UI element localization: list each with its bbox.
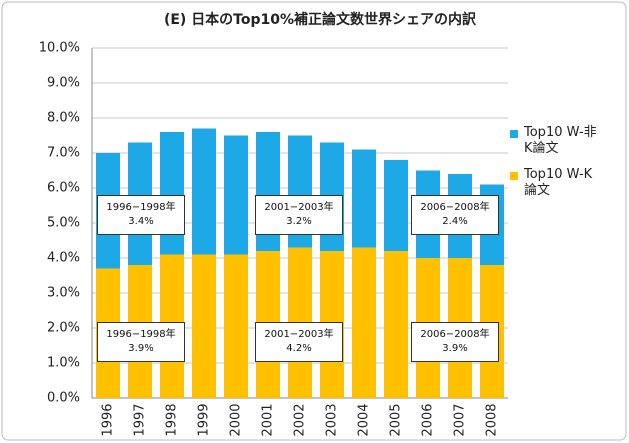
bar-segment — [224, 135, 248, 255]
annotation-period: 1996−1998年 — [106, 329, 176, 340]
legend-item: Top10 W-K論文 — [510, 167, 620, 199]
annotation-period: 1996−1998年 — [106, 202, 176, 213]
annotation-period: 2001−2003年 — [264, 329, 334, 340]
legend-label: Top10 W-K論文 — [524, 167, 593, 198]
annotation-box: 2001−2003年 4.2% — [255, 322, 343, 362]
bar-segment — [160, 132, 184, 255]
x-tick-label: 2007 — [453, 403, 468, 436]
annotation-share: 3.2% — [286, 216, 312, 227]
x-tick-label: 2006 — [421, 403, 436, 436]
x-tick-label: 1997 — [133, 403, 148, 436]
bar-segment — [192, 254, 216, 398]
x-tick-label: 1998 — [165, 403, 180, 436]
y-tick-label: 2.0% — [47, 321, 80, 336]
annotation-period: 2006−2008年 — [420, 329, 490, 340]
bar-segment — [384, 160, 408, 251]
x-tick-label: 2000 — [229, 403, 244, 436]
bar-segment — [192, 128, 216, 255]
legend-swatch — [510, 130, 518, 138]
legend-label: Top10 W-非K論文 — [524, 125, 597, 156]
x-tick-label: 2002 — [293, 403, 308, 436]
y-tick-label: 8.0% — [47, 111, 80, 126]
bar-segment — [224, 254, 248, 398]
legend-swatch — [510, 172, 518, 180]
x-tick-label: 1999 — [197, 403, 212, 436]
bar-segment — [352, 247, 376, 398]
annotation-share: 3.9% — [128, 343, 154, 354]
chart-title: (E) 日本のTop10%補正論文数世界シェアの内訳 — [164, 11, 477, 28]
y-tick-label: 0.0% — [47, 391, 80, 406]
y-tick-label: 3.0% — [47, 286, 80, 301]
y-tick-label: 7.0% — [47, 146, 80, 161]
y-tick-label: 4.0% — [47, 251, 80, 266]
y-tick-label: 1.0% — [47, 356, 80, 371]
annotation-share: 3.9% — [442, 343, 468, 354]
annotation-period: 2001−2003年 — [264, 202, 334, 213]
x-tick-label: 2004 — [357, 403, 372, 436]
bar-segment — [384, 251, 408, 398]
x-tick-label: 2001 — [261, 403, 276, 436]
annotation-box: 2006−2008年 3.9% — [411, 322, 499, 362]
annotation-box: 2006−2008年 2.4% — [411, 195, 499, 235]
y-tick-label: 5.0% — [47, 216, 80, 231]
bar-segment — [352, 149, 376, 248]
annotation-box: 2001−2003年 3.2% — [255, 195, 343, 235]
x-tick-label: 2005 — [389, 403, 404, 436]
annotation-period: 2006−2008年 — [420, 202, 490, 213]
annotation-share: 3.4% — [128, 216, 154, 227]
annotation-share: 2.4% — [442, 216, 468, 227]
annotation-box: 1996−1998年 3.4% — [97, 195, 185, 235]
y-tick-label: 6.0% — [47, 181, 80, 196]
y-tick-label: 10.0% — [39, 41, 80, 56]
annotation-box: 1996−1998年 3.9% — [97, 322, 185, 362]
annotation-share: 4.2% — [286, 343, 312, 354]
y-tick-label: 9.0% — [47, 76, 80, 91]
x-tick-label: 2003 — [325, 403, 340, 436]
legend-item: Top10 W-非K論文 — [510, 125, 620, 157]
x-tick-label: 2008 — [485, 403, 500, 436]
x-tick-label: 1996 — [101, 403, 116, 436]
